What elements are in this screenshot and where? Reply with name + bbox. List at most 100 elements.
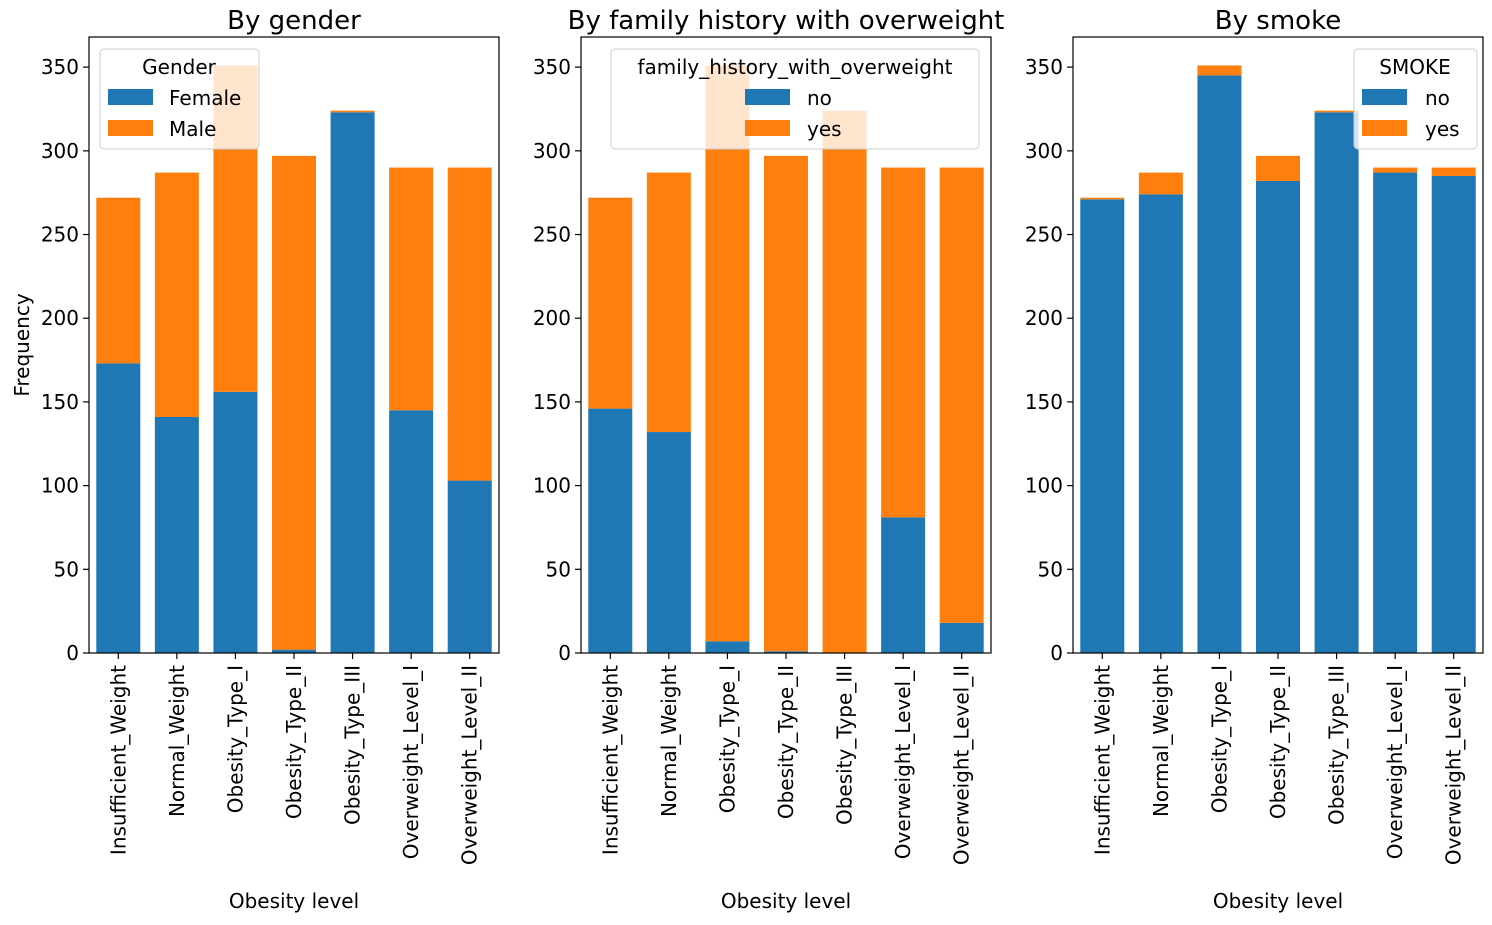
chart-title: By gender [227, 6, 361, 36]
bar-male-normal_weight [154, 172, 199, 417]
x-tick-label: Normal_Weight [1149, 665, 1173, 817]
legend-label-male: Male [169, 117, 216, 141]
chart-panel-1: By gender 0 50 100 150 200 250 300 350 Insufficie… [10, 6, 500, 913]
legend-label-no: no [807, 86, 832, 110]
bar-female-insufficient_weight [96, 363, 141, 653]
x-axis-label: Obesity level [229, 889, 359, 913]
x-tick-label: Overweight_Level_I [1383, 665, 1407, 859]
x-axis-label: Obesity level [1213, 889, 1343, 913]
bar-no-obesity_type_ii [764, 651, 808, 653]
y-tick-label: 0 [66, 641, 79, 665]
bar-no-obesity_type_iii [1314, 112, 1359, 653]
bar-yes-overweight_level_i [881, 167, 926, 518]
bar-yes-normal_weight [646, 172, 691, 433]
bar-yes-insufficient_weight [588, 197, 633, 409]
chart-panel-3: By smoke 0 50 100 150 200 250 300 350 Insufficien… [1025, 6, 1484, 913]
bar-male-obesity_type_iii [330, 110, 375, 113]
x-tick-label: Obesity_Type_I [1207, 665, 1231, 813]
legend-label-no: no [1425, 86, 1450, 110]
bar-male-insufficient_weight [96, 197, 141, 364]
bar-no-obesity_type_i [1197, 75, 1242, 653]
y-tick-label: 300 [41, 139, 79, 163]
legend-title: SMOKE [1379, 55, 1450, 79]
bar-yes-normal_weight [1138, 172, 1183, 195]
y-tick-label: 0 [1050, 641, 1063, 665]
chart-title: By smoke [1215, 6, 1341, 36]
bar-no-overweight_level_i [1373, 172, 1418, 653]
y-tick-label: 150 [533, 390, 571, 414]
x-tick-label: Normal_Weight [657, 665, 681, 817]
x-axis-label: Obesity level [721, 889, 851, 913]
y-tick-label: 350 [1025, 55, 1063, 79]
y-tick-label: 50 [1038, 557, 1063, 581]
legend-title: Gender [142, 55, 216, 79]
y-tick-label: 250 [41, 223, 79, 247]
y-tick-label: 200 [1025, 306, 1063, 330]
bar-no-overweight_level_ii [939, 622, 984, 653]
bar-female-normal_weight [154, 416, 199, 653]
legend-box [610, 48, 980, 150]
x-tick-label: Overweight_Level_II [950, 665, 974, 865]
bar-male-overweight_level_i [389, 167, 434, 411]
y-tick-label: 250 [533, 223, 571, 247]
y-tick-label: 50 [546, 557, 571, 581]
legend-swatch-yes [745, 120, 790, 136]
legend-swatch-male [108, 120, 153, 136]
x-tick-label: Normal_Weight [165, 665, 189, 817]
bar-no-overweight_level_ii [1431, 175, 1476, 653]
bar-yes-overweight_level_ii [1431, 167, 1476, 176]
y-tick-label: 0 [558, 641, 571, 665]
bar-no-obesity_type_ii [1256, 180, 1300, 653]
y-tick-label: 300 [1025, 139, 1063, 163]
legend-label-female: Female [169, 86, 241, 110]
axes-frame [1072, 36, 1484, 654]
x-tick-label: Overweight_Level_II [458, 665, 482, 865]
y-tick-label: 150 [1025, 390, 1063, 414]
legend: SMOKE no yes [1353, 48, 1478, 150]
legend-label-yes: yes [807, 117, 842, 141]
bar-no-obesity_type_i [705, 641, 750, 653]
bar-yes-obesity_type_i [705, 65, 750, 642]
x-tick-label: Insufficient_Weight [1090, 665, 1114, 855]
legend: Gender Female Male [99, 48, 260, 150]
bar-female-obesity_type_i [213, 391, 258, 653]
x-tick-label: Overweight_Level_II [1442, 665, 1466, 865]
x-tick-label: Overweight_Level_I [891, 665, 915, 859]
x-tick-label: Obesity_Type_III [341, 665, 365, 825]
y-tick-label: 100 [41, 474, 79, 498]
bar-female-obesity_type_iii [330, 112, 375, 653]
x-tick-label: Obesity_Type_III [833, 665, 857, 825]
bar-yes-obesity_type_iii [1314, 110, 1359, 113]
y-tick-label: 250 [1025, 223, 1063, 247]
bar-no-insufficient_weight [1080, 199, 1125, 653]
x-tick-label: Overweight_Level_I [399, 665, 423, 859]
axes-frame [88, 36, 500, 654]
bar-male-overweight_level_ii [447, 167, 492, 481]
x-tick-label: Insufficient_Weight [598, 665, 622, 855]
x-tick-label: Obesity_Type_III [1325, 665, 1349, 825]
legend-title: family_history_with_overweight [638, 55, 953, 79]
bar-yes-obesity_type_iii [822, 110, 867, 654]
x-tick-label: Insufficient_Weight [106, 665, 130, 855]
legend-swatch-yes [1362, 120, 1407, 136]
y-axis-label: Frequency [10, 293, 34, 396]
y-tick-label: 350 [41, 55, 79, 79]
y-tick-label: 350 [533, 55, 571, 79]
chart-title: By family history with overweight [568, 6, 1005, 36]
bar-female-overweight_level_i [389, 410, 434, 653]
bar-yes-obesity_type_i [1197, 65, 1242, 76]
bar-no-insufficient_weight [588, 408, 633, 653]
bar-yes-insufficient_weight [1080, 197, 1125, 200]
bar-female-obesity_type_ii [272, 649, 316, 653]
legend-swatch-no [745, 89, 790, 105]
bar-no-overweight_level_i [881, 517, 926, 653]
bar-yes-overweight_level_ii [939, 167, 984, 623]
y-tick-label: 300 [533, 139, 571, 163]
bar-yes-obesity_type_ii [764, 155, 808, 652]
y-tick-label: 200 [533, 306, 571, 330]
bar-no-normal_weight [646, 432, 691, 653]
x-tick-label: Obesity_Type_I [223, 665, 247, 813]
